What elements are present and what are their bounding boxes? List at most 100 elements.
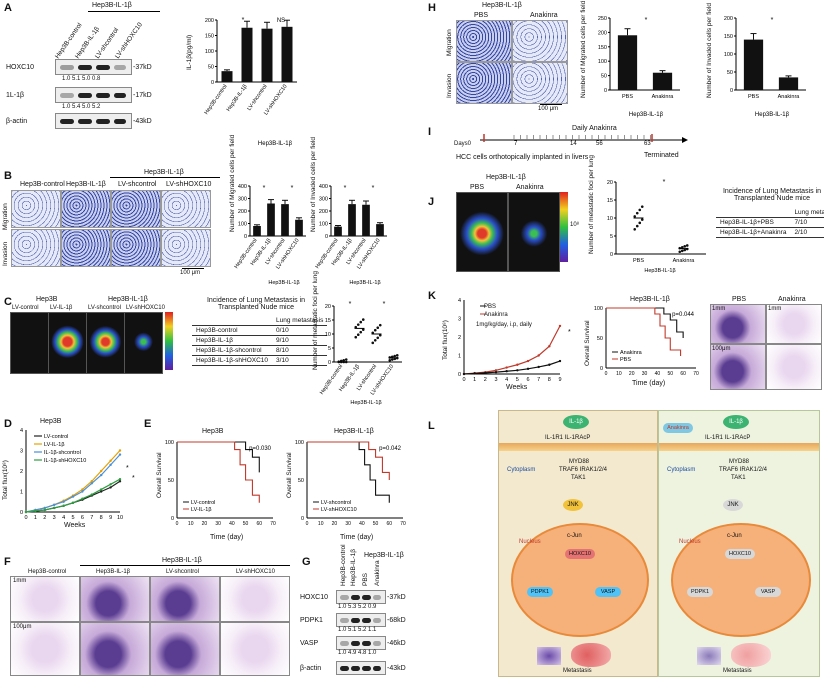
y-tick-label: 200 [598,30,607,36]
data-point [683,248,687,252]
f-he-top-3 [150,576,220,622]
c-row-4-group: Hep3B-IL-1β-shHOXC10 [192,355,273,366]
i-tick-14: 14 [570,141,577,147]
l-right-tak: TAK1 [731,475,746,481]
l-left-cjun: c-Jun [567,533,582,539]
table-row: Hep3B-IL-1β+Anakinra 2/10 [716,227,824,238]
data-point [361,328,365,331]
sig-marker: * [372,185,375,192]
x-tick-label: 20 [332,521,338,527]
b-row-2: Invasion [2,241,9,266]
j-table-title: Incidence of Lung Metastasis in Transpla… [722,188,822,202]
bar [743,39,764,90]
l-left-tak: TAK1 [571,475,586,481]
data-point [640,205,644,208]
sig-marker: * [383,301,386,308]
g-blot-vasp [336,636,386,650]
c-mouse-img-1 [10,312,49,374]
i-end-label: Terminated [644,152,679,159]
data-point [378,323,382,327]
survival-curve [606,307,684,338]
c-mouse-label-3: LV-shcontrol [88,305,121,311]
l-right-cytoplasm: Cytoplasm [667,467,696,473]
bar [221,71,233,82]
sig-marker: * [568,329,571,336]
y-tick-label: 10 [325,332,331,338]
x-tick-label: 50 [243,521,249,527]
j-chart-ylabel: Number of metastatic foci per lung [588,155,595,254]
a-blot-size-3: -43kD [133,118,152,125]
k-he-scale-1b: 1mm [768,306,782,312]
y-tick-label: 200 [205,18,214,24]
g-blot-name-2: PDPK1 [300,617,323,624]
series-point [526,359,530,363]
x-tick-label: 9 [109,515,112,521]
series-point [558,324,562,328]
b-col-3: LV-shcontrol [118,181,157,188]
j-foci-chart: 0 5 10 15 20 PBS Anakinra * Hep3B-IL-1β [607,179,706,274]
y-tick-label: 200 [238,209,247,215]
b-migration-chart: 0100200300400Hep3B-controlHep3B-IL-1βLV-… [234,184,306,286]
j-row-1-group: Hep3B-IL-1β+PBS [716,217,791,228]
y-tick-label: 3 [458,317,461,323]
b-bracket [110,177,220,178]
k-surv-title: Hep3B-IL-1β [630,296,670,303]
c-row-1-group: Hep3B-control [192,325,273,336]
c-incidence-table: Lung metastasis Hep3B-control 0/10 Hep3B-… [192,316,328,366]
a-chart-ylabel: IL-1β(pg/ml) [186,34,193,70]
y-tick-label: 250 [598,16,607,22]
y-tick-label: 0 [211,80,214,86]
e-right-ylabel: Overall Survival [286,452,293,498]
a-blot-name-3: β-actin [6,118,28,125]
x-tick-label: 50 [668,371,674,377]
j-mouse-label-2: Anakinra [516,184,544,191]
data-point [638,208,642,212]
data-point [373,328,377,332]
a-blot-hoxc10 [55,59,132,75]
x-tick-label: 30 [345,521,351,527]
y-tick-label: 300 [319,197,328,203]
l-right-nucleus-label: Nucleus [679,539,701,545]
y-tick-label: 0 [730,88,733,94]
legend-label: LV-control [191,500,215,506]
series-point [109,463,112,467]
a-blot-name-1: HOXC10 [6,64,35,71]
x-tick-label: Anakinra [673,258,696,264]
sig-marker: * [645,17,648,24]
table-row: Hep3B-IL-1β-shHOXC10 3/10 [192,355,328,366]
j-mouse-label-1: PBS [470,184,485,191]
x-tick-label: 8 [548,377,551,383]
x-tick-label: 0 [176,521,179,527]
k-xlabel: Weeks [506,384,528,391]
y-tick-label: 100 [165,440,174,446]
y-tick-label: 0 [20,510,23,516]
series-point [24,510,28,514]
f-he-top-4 [220,576,290,622]
data-point [378,333,382,337]
panel-j-label: J [428,196,435,208]
data-point [356,323,360,326]
series-point [118,480,122,483]
panel-k-label: K [428,290,436,302]
series-point [100,469,103,473]
data-point [388,358,392,362]
series-point [548,363,551,366]
l-left-metastasis: Metastasis [563,668,592,674]
data-point [680,245,684,249]
series-point [537,354,540,357]
legend-label: IL-1β-shcontrol [44,450,81,456]
sig-marker: * [349,301,352,308]
bar [362,204,370,236]
h-migration-img-2 [512,20,568,62]
group-label: Hep3B-IL-1β [268,280,299,286]
series-point [62,504,65,508]
l-left-jnk: JNK [563,499,583,511]
g-quant-2: 1.0 5.1 5.2 1.1 [338,627,377,633]
l-left-pdpk1: PDPK1 [527,587,553,597]
y-tick-label: 0 [604,88,607,94]
legend-label: LV-shcontrol [321,500,351,506]
panel-d-label: D [4,418,12,430]
l-right-cjun: c-Jun [727,533,742,539]
series-point [494,369,498,372]
